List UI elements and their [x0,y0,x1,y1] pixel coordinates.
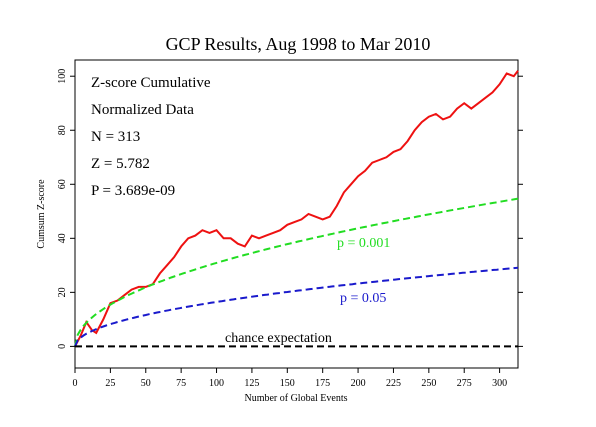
y-tick-label: 100 [57,69,68,84]
x-tick-label: 0 [73,378,78,389]
x-tick-label: 275 [457,378,472,389]
y-tick-label: 80 [57,125,68,135]
x-axis-label: Number of Global Events [244,393,347,404]
x-tick-label: 50 [141,378,151,389]
series-label-p001: p = 0.001 [337,236,390,251]
series-label-chance: chance expectation [225,331,332,346]
y-tick-label: 0 [57,344,68,349]
x-tick-label: 100 [209,378,224,389]
x-tick-label: 200 [351,378,366,389]
x-tick-label: 250 [421,378,436,389]
x-tick-label: 125 [244,378,259,389]
annotation-normalized-data: Normalized Data [91,102,194,118]
y-tick-label: 60 [57,179,68,189]
chart-title: GCP Results, Aug 1998 to Mar 2010 [166,34,431,54]
axis-ticks: 0 25 50 75 100 125 150 175 200 225 250 275 300 0 20 40 6… [57,69,523,389]
annotation-n: N = 313 [91,129,140,145]
y-tick-label: 40 [57,233,68,243]
x-tick-label: 225 [386,378,401,389]
x-tick-label: 175 [315,378,330,389]
p001-envelope-line [74,197,519,347]
plot-area [74,59,519,369]
x-tick-label: 25 [105,378,115,389]
series-label-p005: p = 0.05 [340,291,386,306]
y-axis-label: Cumsum Z-score [36,179,47,249]
annotation-z: Z = 5.782 [91,156,150,172]
annotation-z-score-cumulative: Z-score Cumulative [91,75,211,91]
x-tick-label: 75 [176,378,186,389]
x-tick-label: 300 [492,378,507,389]
p005-envelope-line [74,266,519,347]
x-tick-label: 150 [280,378,295,389]
y-tick-label: 20 [57,287,68,297]
annotation-p: P = 3.689e-09 [91,183,175,199]
plot-lines [74,70,519,348]
cumulative-z-score-line [74,70,519,347]
